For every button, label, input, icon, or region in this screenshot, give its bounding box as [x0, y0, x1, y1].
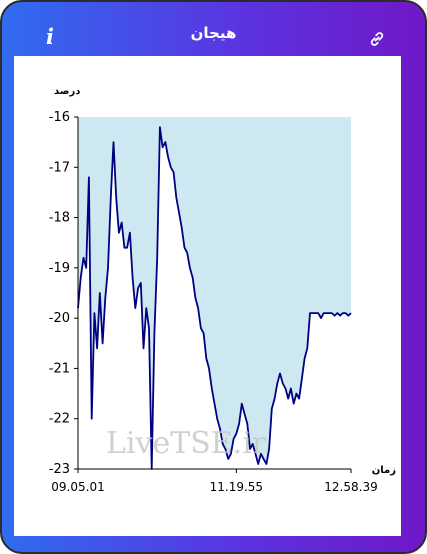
x-axis-title: زمان	[372, 465, 396, 476]
x-tick-label: 11.19.55	[210, 480, 263, 494]
y-tick-label: -16	[49, 110, 70, 125]
y-tick-label: -17	[49, 160, 70, 175]
link-icon[interactable]	[368, 30, 386, 48]
y-tick-label: -21	[49, 361, 70, 376]
x-tick-label: 09.05.01	[51, 480, 104, 494]
x-tick-label: 12.58.39	[324, 480, 377, 494]
y-tick-label: -20	[49, 311, 70, 326]
chart-panel: -16 -17 -18 -19 -20 -21 -22 -23 09.05.01 11.19.55…	[14, 56, 401, 536]
watermark-text: LiveTSE.ir	[106, 426, 267, 461]
y-tick-label: -23	[49, 462, 70, 477]
y-axis-title: درصد	[54, 86, 80, 97]
header-bar: i هیجان	[2, 2, 425, 56]
page-title: هیجان	[190, 24, 237, 42]
y-tick-label: -22	[49, 412, 70, 427]
y-tick-label: -19	[49, 261, 70, 276]
series-line	[77, 126, 352, 470]
chart-svg: -16 -17 -18 -19 -20 -21 -22 -23 09.05.01 11.19.55…	[49, 86, 396, 494]
y-tick-label: -18	[49, 211, 70, 226]
info-icon[interactable]: i	[46, 24, 54, 49]
